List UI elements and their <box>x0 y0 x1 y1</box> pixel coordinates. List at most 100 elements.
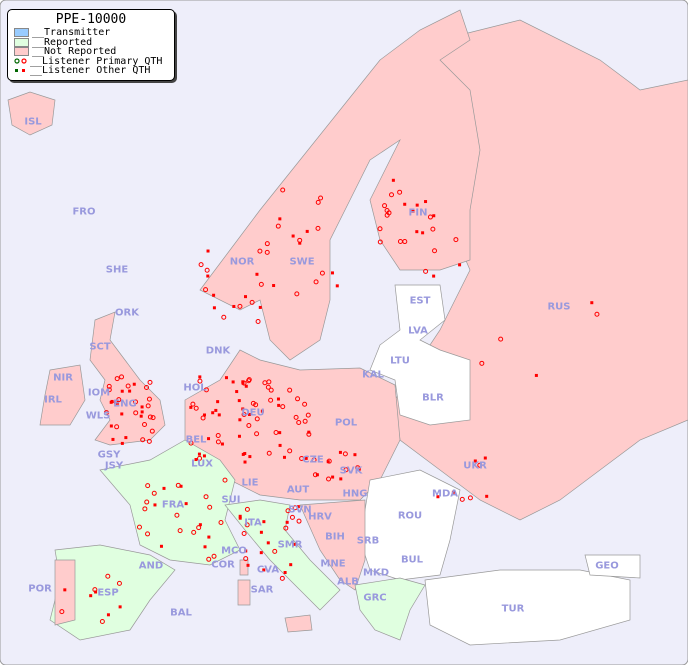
listener-other-marker <box>424 200 428 204</box>
listener-other-marker <box>153 503 157 507</box>
listener-primary-marker <box>467 495 473 501</box>
listener-primary-marker <box>103 410 109 416</box>
listener-primary-marker <box>203 287 209 293</box>
listener-other-marker <box>162 486 166 490</box>
region-irl <box>39 364 86 426</box>
country-label-mco: MCO <box>221 545 247 557</box>
country-label-bih: BIH <box>325 531 345 543</box>
legend-other-qth: __Listener Other QTH <box>8 66 174 76</box>
listener-primary-marker <box>206 556 212 562</box>
listener-other-marker <box>206 274 210 278</box>
listener-primary-marker <box>144 384 150 390</box>
listener-primary-marker <box>243 556 249 562</box>
country-label-and: AND <box>138 560 164 572</box>
listener-primary-marker <box>302 401 308 407</box>
listener-other-marker <box>432 274 436 278</box>
swatch-reported <box>14 37 29 47</box>
country-label-svk: SVK <box>339 465 363 477</box>
listener-other-marker <box>278 443 282 447</box>
listener-primary-marker <box>145 403 151 409</box>
country-label-lux: LUX <box>191 458 213 470</box>
listener-primary-marker <box>222 477 228 483</box>
listener-other-marker <box>451 490 455 494</box>
listener-primary-marker <box>116 580 122 586</box>
listener-other-marker <box>305 229 309 233</box>
listener-other-marker <box>189 405 193 409</box>
listener-primary-marker <box>295 396 301 402</box>
country-label-nir: NIR <box>53 372 73 384</box>
country-label-mne: MNE <box>320 558 346 570</box>
listener-primary-marker <box>249 299 255 305</box>
listener-primary-marker <box>299 456 305 462</box>
listener-other-marker <box>244 384 248 388</box>
listener-other-marker <box>353 453 357 457</box>
listener-other-marker <box>238 514 242 518</box>
listener-other-marker <box>120 389 124 393</box>
region-fra <box>99 439 241 566</box>
country-label-geo: GEO <box>595 560 619 572</box>
country-label-svn: SVN <box>288 504 312 516</box>
listener-primary-marker <box>113 399 119 405</box>
listener-other-marker <box>106 613 110 617</box>
listener-other-marker <box>110 399 114 403</box>
country-label-cor: COR <box>211 559 235 571</box>
country-label-aut: AUT <box>286 484 310 496</box>
listener-primary-marker <box>211 553 217 559</box>
listener-other-marker <box>276 397 280 401</box>
country-label-est: EST <box>409 295 431 307</box>
listener-primary-marker <box>343 467 349 473</box>
region-grc <box>354 577 426 641</box>
listener-primary-marker <box>285 508 291 514</box>
legend-label: __Listener Other QTH <box>30 65 151 76</box>
listener-other-marker <box>285 520 289 524</box>
legend-primary-qth: __Listener Primary QTH <box>8 56 174 67</box>
listener-other-marker <box>207 535 211 539</box>
listener-primary-marker <box>264 241 270 247</box>
listener-other-marker <box>339 477 343 481</box>
listener-primary-marker <box>142 506 148 512</box>
country-label-rou: ROU <box>397 510 423 522</box>
listener-primary-marker <box>140 437 146 443</box>
country-label-hol: HOL <box>183 382 207 394</box>
region-ita <box>224 499 341 611</box>
country-label-ork: ORK <box>115 307 139 319</box>
listener-other-marker <box>89 594 93 598</box>
country-label-ita: ITA <box>244 517 262 529</box>
listener-other-marker <box>246 563 250 567</box>
listener-primary-marker <box>312 472 318 478</box>
listener-other-marker <box>262 568 266 572</box>
listener-other-marker <box>139 414 143 418</box>
region-sar <box>237 579 251 606</box>
listener-other-marker <box>237 434 241 438</box>
country-label-pol: POL <box>334 417 358 429</box>
listener-primary-marker <box>106 387 112 393</box>
listener-primary-marker <box>305 412 311 418</box>
listener-other-marker <box>473 459 477 463</box>
listener-other-marker <box>224 376 228 380</box>
listener-other-marker <box>120 412 124 416</box>
listener-other-marker <box>255 272 259 276</box>
listener-primary-marker <box>145 531 151 537</box>
listener-primary-marker <box>196 525 202 531</box>
listener-other-marker <box>244 295 248 299</box>
country-label-dnk: DNK <box>205 345 231 357</box>
listener-primary-marker <box>272 548 278 554</box>
listener-primary-marker <box>241 412 247 418</box>
listener-other-marker <box>266 541 270 545</box>
country-label-smr: SMR <box>277 539 303 551</box>
listener-primary-marker <box>116 397 122 403</box>
listener-other-marker <box>241 380 245 384</box>
listener-other-marker <box>292 542 296 546</box>
listener-primary-marker <box>191 529 197 535</box>
listener-primary-marker <box>105 573 111 579</box>
listener-other-marker <box>411 209 415 213</box>
listener-primary-marker <box>389 192 395 198</box>
listener-primary-marker <box>273 430 279 436</box>
listener-primary-marker <box>294 291 300 297</box>
listener-other-marker <box>202 413 206 417</box>
listener-primary-marker <box>287 387 293 393</box>
listener-primary-marker <box>250 400 256 406</box>
listener-other-marker <box>220 442 224 446</box>
filled-square-icon <box>14 68 30 74</box>
